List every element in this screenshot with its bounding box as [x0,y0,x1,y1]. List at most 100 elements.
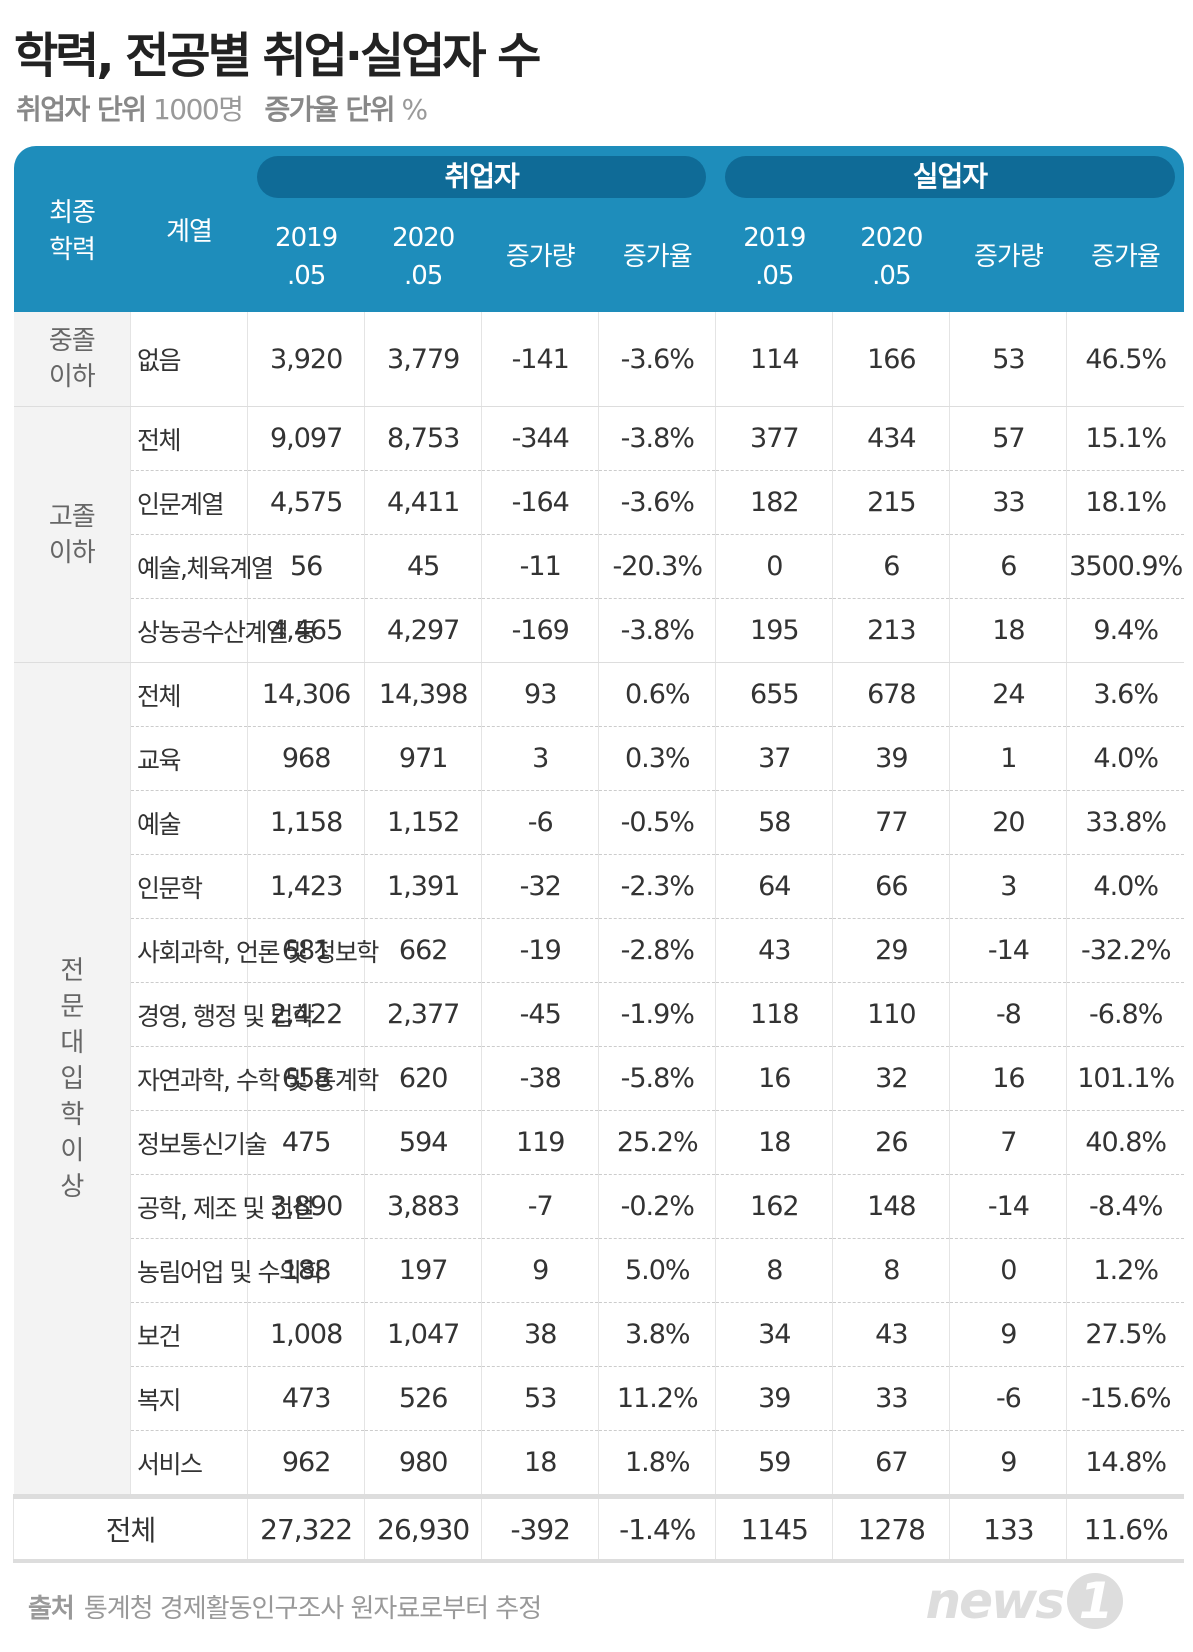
value-cell: 475 [247,1110,365,1175]
text-line: 증가량 [974,241,1044,272]
value-cell: 148 [832,1174,950,1239]
value-cell: 1,158 [247,790,365,855]
value-cell: 182 [715,470,833,535]
value-cell: 11.2% [598,1366,716,1431]
unit-label: 취업자 단위 [16,93,147,126]
value-cell: 3500.9% [1066,534,1184,599]
text-line: 이하 [48,537,96,568]
value-cell: 67 [832,1430,950,1497]
subheader: 증가율 [598,201,716,312]
value-cell: -6 [481,790,599,855]
text-line: 이하 [48,362,96,392]
value-cell: 8 [832,1238,950,1303]
value-cell: 15.1% [1066,406,1184,471]
value-cell: 434 [832,406,950,471]
major-cell: 전체 [130,406,248,471]
unit: 취업자 단위 1000명 [16,93,244,126]
major-cell: 보건 [130,1302,248,1367]
value-cell: 962 [247,1430,365,1497]
value-cell: -1.9% [598,982,716,1047]
table-row: 공학, 제조 및 건설 3,890 3,883 -7 -0.2% 162 148 -14 -8.… [14,1174,1184,1239]
value-cell: 93 [481,662,599,727]
value-cell: -15.6% [1066,1366,1184,1431]
value-cell: 526 [364,1366,482,1431]
value-cell: 655 [715,662,833,727]
value-cell: 1 [949,726,1067,791]
value-cell: 66 [832,854,950,919]
value-cell: 166 [832,312,950,407]
value-cell: 77 [832,790,950,855]
value-cell: -14 [949,1174,1067,1239]
value-cell: -5.8% [598,1046,716,1111]
value-cell: 162 [715,1174,833,1239]
value-cell: 34 [715,1302,833,1367]
value-cell: 0 [715,534,833,599]
total-cell: -1.4% [598,1494,716,1563]
text-line: 2020 [392,222,455,253]
value-cell: 1,391 [364,854,482,919]
value-cell: 29 [832,918,950,983]
value-cell: 8 [715,1238,833,1303]
value-cell: -6.8% [1066,982,1184,1047]
total-cell: 11.6% [1066,1494,1184,1563]
subheader: 2020 .05 [832,201,950,312]
value-cell: 43 [832,1302,950,1367]
text-line: 학력 [49,235,96,265]
value-cell: -164 [481,470,599,535]
value-cell: 3 [481,726,599,791]
value-cell: -3.8% [598,406,716,471]
value-cell: -3.6% [598,470,716,535]
value-cell: 32 [832,1046,950,1111]
value-cell: 1,423 [247,854,365,919]
value-cell: 38 [481,1302,599,1367]
total-row: 전체 27,322 26,930 -392 -1.4% 1145 1278 133 11.6% [12,1494,1184,1563]
text-line: 2019 [275,222,338,253]
value-cell: 3,883 [364,1174,482,1239]
value-cell: 33 [832,1366,950,1431]
data-table: 최종 학력 계열 취업자 실업자 2019.05 2020.05 증가량 증가율 2019… [12,146,1184,1563]
value-cell: 58 [715,790,833,855]
value-cell: 46.5% [1066,312,1184,407]
text-line: 이 [60,1135,84,1166]
major-cell: 정보통신기술 [130,1110,268,1175]
major-cell: 예술,체육계열 [130,534,274,599]
text-line: 전 [60,955,84,986]
value-cell: 56 [247,534,365,599]
value-cell: -0.2% [598,1174,716,1239]
value-cell: 1,047 [364,1302,482,1367]
value-cell: 101.1% [1066,1046,1184,1111]
total-cell: 26,930 [364,1494,482,1563]
education-cell: 중졸 이하 [13,312,131,407]
value-cell: 3 [949,854,1067,919]
value-cell: 3.6% [1066,662,1184,727]
table-row: 자연과학, 수학 및 통계학 658 620 -38 -5.8% 16 32 16 101.1% [14,1046,1184,1111]
value-cell: 118 [715,982,833,1047]
value-cell: 39 [832,726,950,791]
value-cell: 20 [949,790,1067,855]
unit-value: % [401,93,428,126]
table-row: 상농공수산계열 등 4,465 4,297 -169 -3.8% 195 213 18 9.4% [14,598,1184,663]
value-cell: 8,753 [364,406,482,471]
group-header: 실업자 [715,146,1184,201]
value-cell: 0 [949,1238,1067,1303]
value-cell: 188 [247,1238,365,1303]
value-cell: 3,779 [364,312,482,407]
value-cell: -38 [481,1046,599,1111]
source: 출처 통계청 경제활동인구조사 원자료로부터 추정 [28,1588,542,1625]
major-cell: 상농공수산계열 등 [130,598,317,663]
value-cell: 110 [832,982,950,1047]
value-cell: 33.8% [1066,790,1184,855]
value-cell: -6 [949,1366,1067,1431]
table-row: 인문계열 4,575 4,411 -164 -3.6% 182 215 33 18.1% [14,470,1184,535]
total-cell: 1278 [832,1494,950,1563]
text-line: .05 [872,260,911,291]
value-cell: 215 [832,470,950,535]
value-cell: 594 [364,1110,482,1175]
subheader: 증가량 [481,201,599,312]
text-line: 입 [60,1063,84,1094]
table-row: 보건 1,008 1,047 38 3.8% 34 43 9 27.5% [14,1302,1184,1367]
subheader: 2019 .05 [715,201,833,312]
education-header: 최종 학력 [13,146,131,312]
value-cell: 658 [247,1046,365,1111]
source-text: 통계청 경제활동인구조사 원자료로부터 추정 [83,1594,542,1624]
